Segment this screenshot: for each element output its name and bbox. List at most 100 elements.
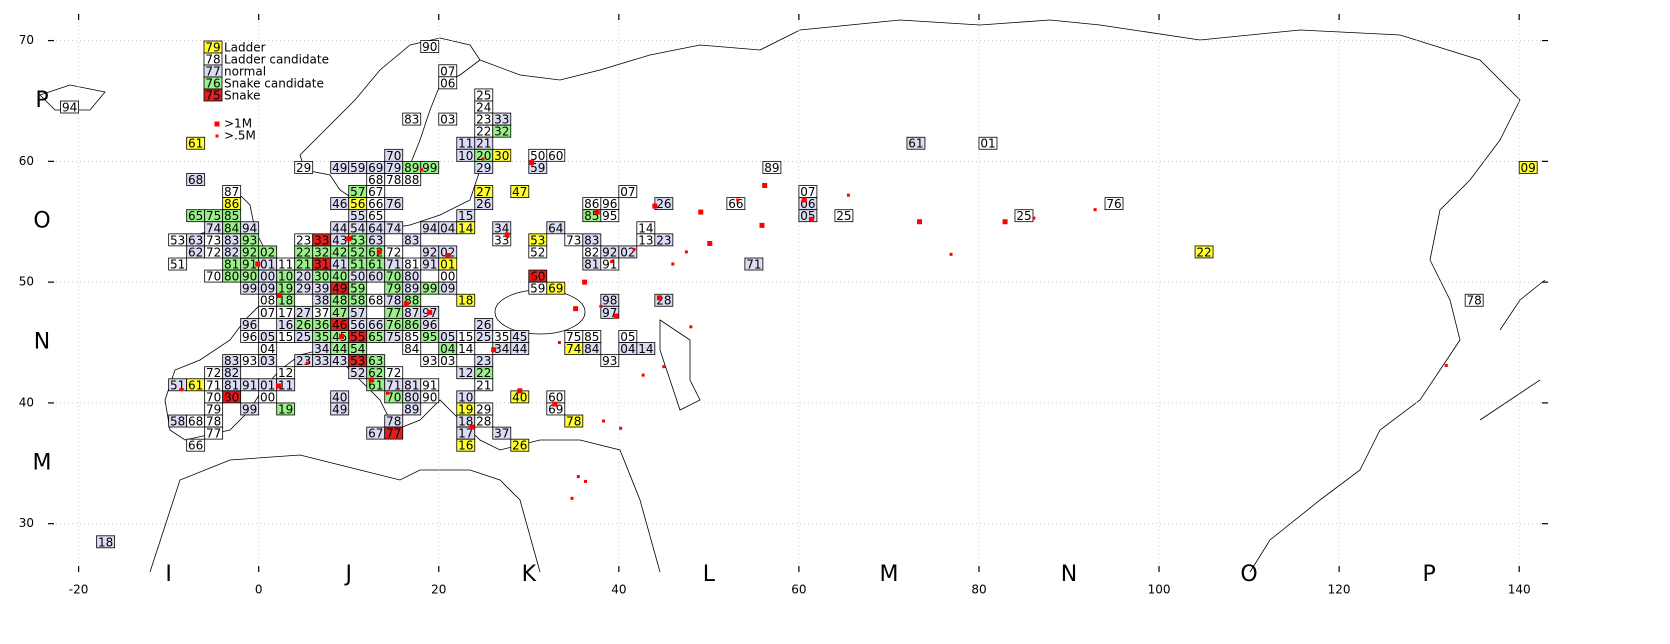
cell-label: 66 xyxy=(368,197,383,211)
cell-label: 15 xyxy=(458,209,473,223)
cell-label: 93 xyxy=(602,354,617,368)
cell-label: 16 xyxy=(278,318,293,332)
city-large xyxy=(762,183,768,189)
cell-label: 47 xyxy=(512,185,527,199)
cell-label: 53 xyxy=(350,354,365,368)
cell-label: 69 xyxy=(548,402,563,416)
cell-label: 21 xyxy=(476,137,491,151)
cell-label: 92 xyxy=(242,245,257,259)
grid-cell xyxy=(546,221,566,235)
grid-cell xyxy=(744,257,764,271)
cell-label: 78 xyxy=(386,415,401,429)
cell-label: 01 xyxy=(980,137,995,151)
cell-label: 74 xyxy=(386,221,401,235)
city-large xyxy=(698,209,704,215)
cell-label: 08 xyxy=(260,294,275,308)
grid-cell xyxy=(492,124,512,138)
cell-label: 88 xyxy=(404,173,419,187)
city-large xyxy=(573,306,579,312)
cell-label: 66 xyxy=(368,318,383,332)
city-large xyxy=(530,274,536,280)
cell-label: 96 xyxy=(242,318,257,332)
cell-label: 72 xyxy=(206,245,221,259)
city-large xyxy=(552,401,558,407)
cell-label: 21 xyxy=(296,258,311,272)
cell-label: 83 xyxy=(224,354,239,368)
grid-cell xyxy=(384,426,404,440)
grid-cell xyxy=(438,354,458,368)
cell-label: 63 xyxy=(368,354,383,368)
cell-label: 53 xyxy=(530,233,545,247)
x-tick-label: 0 xyxy=(255,583,263,597)
grid-cell xyxy=(420,160,440,174)
city-large xyxy=(445,253,451,259)
legend-sample: 75 xyxy=(205,89,220,103)
cell-label: 92 xyxy=(422,245,437,259)
cell-label: 13 xyxy=(638,233,653,247)
cell-label: 66 xyxy=(728,197,743,211)
cell-label: 39 xyxy=(314,282,329,296)
legend-label: >.5M xyxy=(224,129,256,143)
cell-label: 78 xyxy=(1467,294,1482,308)
cell-label: 79 xyxy=(386,282,401,296)
x-tick-label: 120 xyxy=(1328,583,1351,597)
cell-label: 70 xyxy=(386,149,401,163)
cell-label: 07 xyxy=(620,185,635,199)
cell-label: 51 xyxy=(170,258,185,272)
city-medium xyxy=(385,391,389,395)
grid-cell xyxy=(1464,293,1484,307)
cell-label: 46 xyxy=(332,318,347,332)
cell-label: 64 xyxy=(548,221,563,235)
cell-label: 83 xyxy=(584,233,599,247)
cell-label: 04 xyxy=(440,342,455,356)
cell-label: 87 xyxy=(404,306,419,320)
cell-label: 05 xyxy=(440,330,455,344)
cell-label: 78 xyxy=(386,173,401,187)
cell-label: 68 xyxy=(188,415,203,429)
zone-row-label: P xyxy=(35,88,48,113)
cell-label: 23 xyxy=(656,233,671,247)
cell-label: 46 xyxy=(332,197,347,211)
grid-cell xyxy=(492,148,512,162)
cell-label: 63 xyxy=(368,233,383,247)
cell-label: 04 xyxy=(260,342,275,356)
cell-label: 75 xyxy=(566,330,581,344)
city-medium xyxy=(179,388,183,392)
cell-label: 83 xyxy=(404,233,419,247)
city-medium xyxy=(305,361,309,365)
cell-label: 77 xyxy=(206,427,221,441)
cell-label: 79 xyxy=(386,161,401,175)
cell-label: 07 xyxy=(260,306,275,320)
cell-label: 58 xyxy=(350,294,365,308)
cell-label: 17 xyxy=(458,427,473,441)
cell-label: 94 xyxy=(422,221,437,235)
city-large xyxy=(427,309,433,315)
zone-row-label: N xyxy=(34,330,50,355)
cell-label: 76 xyxy=(386,197,401,211)
city-large xyxy=(376,249,382,255)
grid-cell xyxy=(600,257,620,271)
cell-label: 86 xyxy=(584,197,599,211)
grid-cell xyxy=(762,160,782,174)
cell-label: 82 xyxy=(584,245,599,259)
grid-cell xyxy=(186,438,206,452)
grid-cell xyxy=(582,342,602,355)
cell-label: 87 xyxy=(224,185,239,199)
cell-label: 44 xyxy=(332,221,347,235)
cell-label: 78 xyxy=(566,415,581,429)
city-medium xyxy=(557,341,561,345)
cell-label: 90 xyxy=(422,390,437,404)
legend-swatch xyxy=(203,88,223,102)
cell-label: 86 xyxy=(404,318,419,332)
legend-city-large xyxy=(214,121,220,127)
cell-label: 62 xyxy=(368,245,383,259)
cell-label: 26 xyxy=(512,439,527,453)
cell-label: 84 xyxy=(404,342,419,356)
legend-label: Snake xyxy=(224,89,260,103)
cell-label: 40 xyxy=(332,390,347,404)
cell-label: 75 xyxy=(386,330,401,344)
grid-cell xyxy=(510,342,530,355)
x-tick-label: 80 xyxy=(971,583,986,597)
cell-label: 45 xyxy=(512,330,527,344)
